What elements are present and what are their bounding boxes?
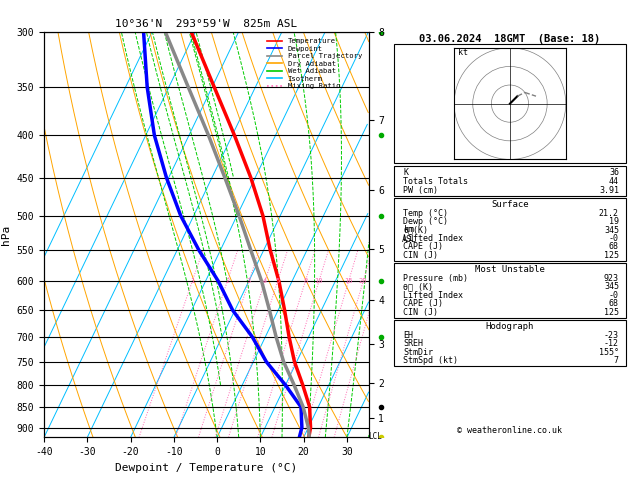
Text: CAPE (J): CAPE (J) — [403, 243, 443, 251]
Text: StmDir: StmDir — [403, 347, 433, 357]
Text: 125: 125 — [604, 308, 619, 316]
Text: CAPE (J): CAPE (J) — [403, 299, 443, 308]
Text: 2: 2 — [225, 278, 230, 284]
Text: 21.2: 21.2 — [599, 209, 619, 218]
Text: Dewp (°C): Dewp (°C) — [403, 217, 448, 226]
Text: CIN (J): CIN (J) — [403, 251, 438, 260]
Text: 44: 44 — [609, 177, 619, 186]
Text: CIN (J): CIN (J) — [403, 308, 438, 316]
Text: 155°: 155° — [599, 347, 619, 357]
Text: 1: 1 — [190, 278, 194, 284]
Text: Surface: Surface — [491, 201, 529, 209]
Text: -0: -0 — [609, 291, 619, 300]
Text: θᴄ(K): θᴄ(K) — [403, 226, 428, 235]
X-axis label: Dewpoint / Temperature (°C): Dewpoint / Temperature (°C) — [115, 463, 298, 473]
Text: 345: 345 — [604, 282, 619, 291]
Text: 3: 3 — [247, 278, 251, 284]
Text: -12: -12 — [604, 339, 619, 348]
Y-axis label: hPa: hPa — [1, 225, 11, 244]
Text: Pressure (mb): Pressure (mb) — [403, 274, 469, 283]
Text: PW (cm): PW (cm) — [403, 186, 438, 194]
Text: 68: 68 — [609, 243, 619, 251]
Text: Lifted Index: Lifted Index — [403, 234, 464, 243]
Text: -0: -0 — [609, 234, 619, 243]
Text: SREH: SREH — [403, 339, 423, 348]
Bar — [394, 198, 626, 261]
Text: 5: 5 — [276, 278, 280, 284]
Text: Hodograph: Hodograph — [486, 322, 534, 331]
Text: Totals Totals: Totals Totals — [403, 177, 469, 186]
Text: θᴄ (K): θᴄ (K) — [403, 282, 433, 291]
Bar — [394, 320, 626, 366]
Text: 20: 20 — [359, 278, 367, 284]
Text: 125: 125 — [604, 251, 619, 260]
Text: 4: 4 — [263, 278, 267, 284]
Text: 923: 923 — [604, 274, 619, 283]
Text: EH: EH — [403, 331, 413, 340]
Text: StmSpd (kt): StmSpd (kt) — [403, 356, 459, 365]
Text: Most Unstable: Most Unstable — [475, 265, 545, 275]
Text: K: K — [403, 168, 408, 177]
Text: 03.06.2024  18GMT  (Base: 18): 03.06.2024 18GMT (Base: 18) — [420, 34, 601, 44]
Bar — [394, 263, 626, 318]
Y-axis label: km
ASL: km ASL — [402, 225, 416, 244]
Text: 7: 7 — [614, 356, 619, 365]
Text: 8: 8 — [303, 278, 308, 284]
Text: LCL: LCL — [369, 432, 382, 441]
Text: 10: 10 — [314, 278, 323, 284]
Bar — [394, 44, 626, 163]
Text: -23: -23 — [604, 331, 619, 340]
Text: Lifted Index: Lifted Index — [403, 291, 464, 300]
Text: 16: 16 — [344, 278, 353, 284]
Legend: Temperature, Dewpoint, Parcel Trajectory, Dry Adiabat, Wet Adiabat, Isotherm, Mi: Temperature, Dewpoint, Parcel Trajectory… — [265, 35, 365, 92]
Text: 3.91: 3.91 — [599, 186, 619, 194]
Text: © weatheronline.co.uk: © weatheronline.co.uk — [457, 426, 562, 435]
Text: 68: 68 — [609, 299, 619, 308]
Text: 345: 345 — [604, 226, 619, 235]
Bar — [394, 166, 626, 196]
Text: Temp (°C): Temp (°C) — [403, 209, 448, 218]
Text: 36: 36 — [609, 168, 619, 177]
Text: 19: 19 — [609, 217, 619, 226]
Title: 10°36'N  293°59'W  825m ASL: 10°36'N 293°59'W 825m ASL — [115, 19, 298, 30]
